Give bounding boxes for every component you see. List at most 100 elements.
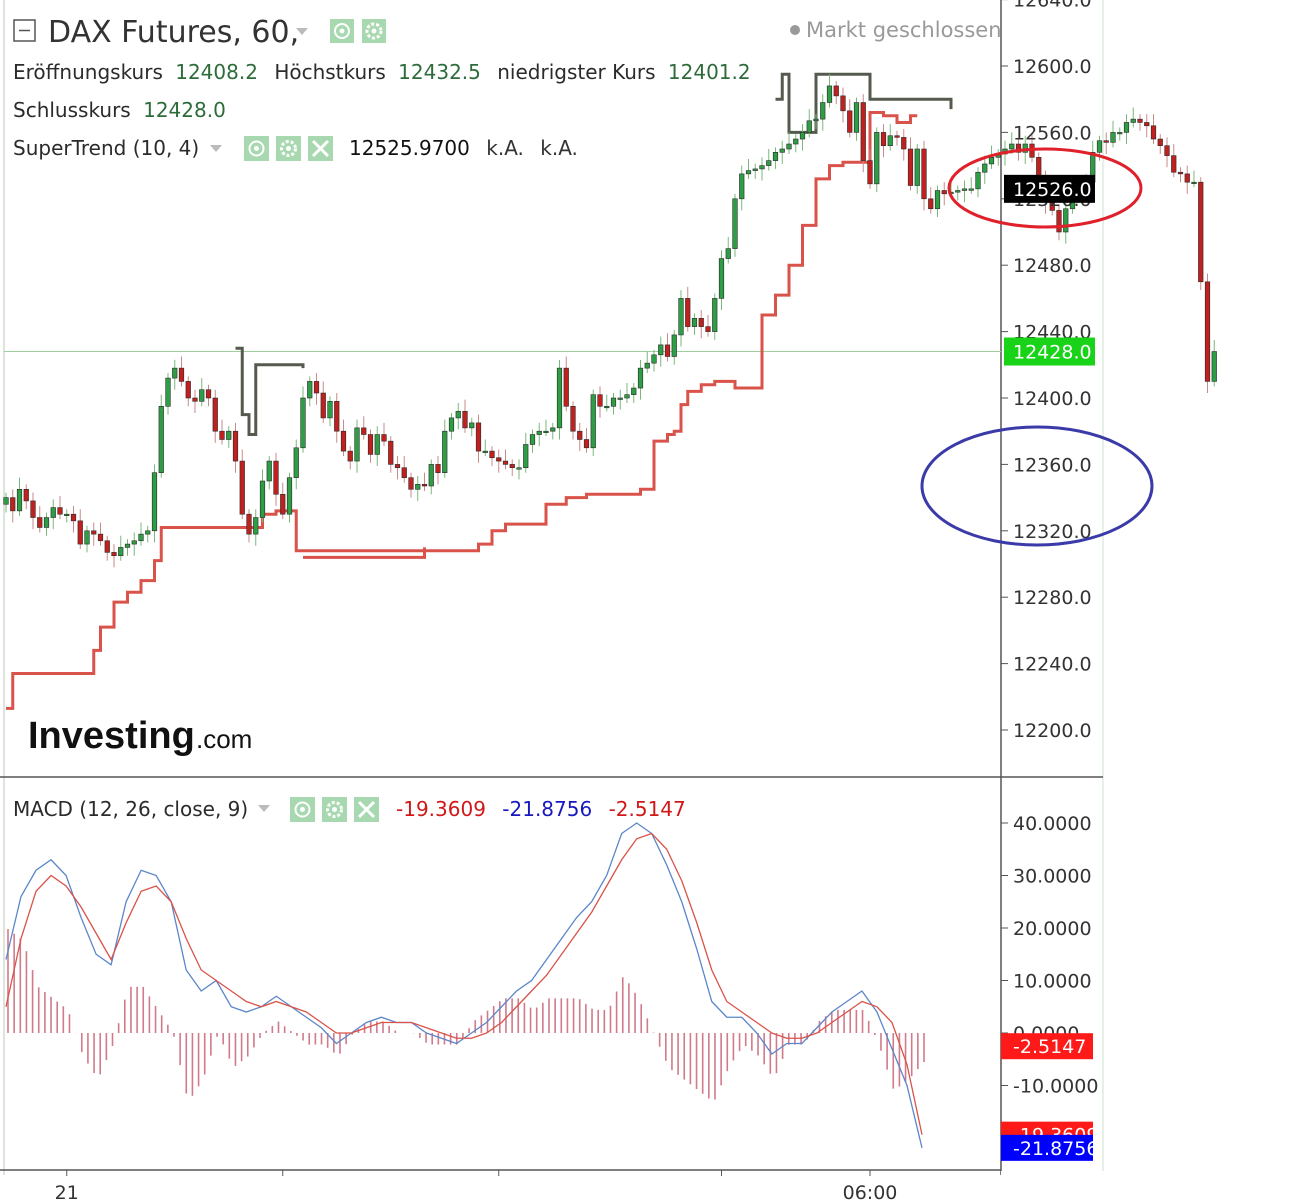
candle[interactable]: [347, 446, 353, 470]
candle[interactable]: [502, 449, 509, 470]
candle[interactable]: [334, 393, 340, 443]
gear-icon-button[interactable]: [362, 19, 386, 43]
candle[interactable]: [698, 310, 704, 339]
candle[interactable]: [118, 535, 124, 561]
candle[interactable]: [536, 422, 542, 447]
candle[interactable]: [1171, 144, 1177, 178]
candle[interactable]: [880, 124, 887, 158]
candle[interactable]: [1117, 127, 1123, 141]
eye-icon-button[interactable]: [330, 19, 354, 43]
candle[interactable]: [955, 185, 961, 201]
candle[interactable]: [482, 439, 488, 457]
candle[interactable]: [685, 286, 691, 332]
candle[interactable]: [84, 525, 90, 553]
candle[interactable]: [408, 472, 414, 498]
eye-icon-button[interactable]: [244, 136, 269, 161]
chevron-down-icon[interactable]: [210, 145, 222, 152]
candle[interactable]: [421, 472, 428, 491]
candle[interactable]: [1150, 114, 1157, 145]
candle[interactable]: [199, 378, 205, 407]
candle[interactable]: [847, 99, 853, 138]
candle[interactable]: [907, 137, 914, 191]
candle[interactable]: [367, 429, 374, 463]
candle[interactable]: [786, 132, 792, 154]
candle[interactable]: [361, 416, 367, 440]
candle[interactable]: [1157, 134, 1163, 154]
candle[interactable]: [280, 482, 286, 520]
candle[interactable]: [131, 532, 137, 556]
candle[interactable]: [752, 163, 758, 179]
candle[interactable]: [462, 399, 468, 433]
candle[interactable]: [1056, 205, 1062, 241]
candle[interactable]: [853, 97, 860, 141]
candle[interactable]: [111, 544, 117, 568]
candle[interactable]: [178, 356, 185, 387]
candle[interactable]: [928, 187, 934, 214]
supertrend-label[interactable]: SuperTrend (10, 4): [13, 136, 199, 160]
candle[interactable]: [273, 452, 279, 506]
candle[interactable]: [64, 509, 70, 523]
candle[interactable]: [401, 456, 407, 483]
candle[interactable]: [901, 129, 907, 161]
candle[interactable]: [887, 124, 893, 151]
candle[interactable]: [759, 157, 765, 181]
candle[interactable]: [766, 149, 772, 171]
symbol-title[interactable]: DAX Futures, 60,: [48, 15, 299, 50]
candle[interactable]: [165, 373, 171, 415]
candle[interactable]: [1204, 273, 1211, 394]
candle[interactable]: [239, 449, 245, 520]
candle[interactable]: [442, 419, 448, 478]
candle[interactable]: [232, 422, 239, 473]
candle[interactable]: [226, 426, 232, 448]
candle[interactable]: [1198, 177, 1204, 291]
candle[interactable]: [185, 376, 191, 407]
candle[interactable]: [43, 512, 50, 536]
candle[interactable]: [914, 144, 920, 194]
candle[interactable]: [435, 456, 441, 485]
candle[interactable]: [570, 401, 576, 440]
candle[interactable]: [354, 419, 360, 473]
candle[interactable]: [1103, 132, 1109, 154]
candle[interactable]: [1110, 120, 1116, 148]
candle[interactable]: [617, 389, 623, 410]
close-icon-button[interactable]: [354, 797, 379, 822]
candle[interactable]: [563, 356, 569, 412]
candle[interactable]: [91, 522, 97, 546]
candle[interactable]: [327, 396, 333, 427]
gear-icon-button[interactable]: [322, 797, 347, 822]
candle[interactable]: [1063, 200, 1069, 244]
candle[interactable]: [725, 236, 731, 264]
candle[interactable]: [975, 167, 981, 198]
candle[interactable]: [516, 459, 522, 480]
candle[interactable]: [671, 329, 677, 365]
candle[interactable]: [664, 333, 671, 362]
candle[interactable]: [10, 489, 16, 523]
candle[interactable]: [739, 165, 745, 211]
candle[interactable]: [219, 419, 225, 445]
collapse-button[interactable]: [13, 19, 36, 42]
candle[interactable]: [212, 389, 218, 443]
candle[interactable]: [523, 432, 529, 473]
candle[interactable]: [705, 315, 711, 337]
candle[interactable]: [1144, 114, 1150, 138]
candle[interactable]: [320, 381, 326, 423]
candle[interactable]: [610, 393, 617, 415]
candle[interactable]: [172, 359, 178, 390]
candle[interactable]: [509, 459, 515, 477]
candle[interactable]: [3, 492, 9, 513]
candle[interactable]: [138, 522, 144, 546]
candle[interactable]: [982, 155, 988, 184]
candle[interactable]: [1164, 137, 1170, 168]
candle[interactable]: [145, 525, 151, 543]
candle[interactable]: [1123, 114, 1130, 145]
candle[interactable]: [806, 109, 812, 138]
candle[interactable]: [658, 336, 664, 367]
candle[interactable]: [691, 313, 698, 335]
candle[interactable]: [583, 427, 590, 453]
chevron-down-icon[interactable]: [296, 28, 308, 35]
candle[interactable]: [496, 449, 502, 473]
candle[interactable]: [158, 394, 164, 478]
candle[interactable]: [968, 177, 974, 194]
candle[interactable]: [637, 359, 644, 400]
candle[interactable]: [1184, 165, 1190, 194]
